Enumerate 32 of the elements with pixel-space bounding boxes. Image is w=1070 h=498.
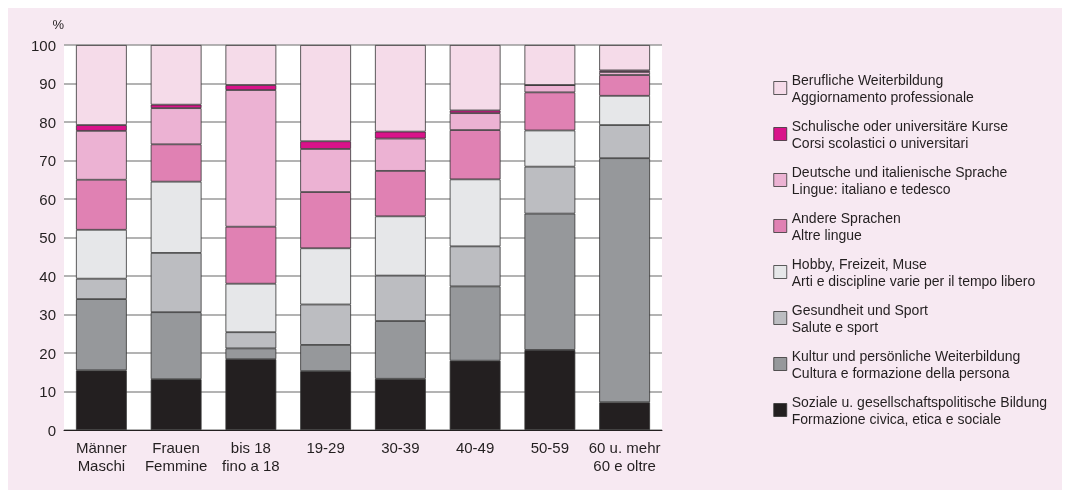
x-tick-label: 30-39 [381,438,420,456]
x-tick-label: 40-49 [455,438,495,456]
y-tick-label: 90 [39,75,56,92]
x-tick-label: 60 u. mehr 60 e oltre [588,438,661,474]
y-axis-title: % [52,17,65,32]
legend-label: Hobby, Freizeit, Muse Arti e discipline varie per il tempo libero [791,255,1036,289]
legend-label: Gesundheit und Sport Salute e sport [791,301,929,335]
bar [225,45,277,86]
x-tick-label: bis 18 fino a 18 [222,438,280,474]
legend-label: Soziale u. gesellschaftspolitische Bildung Formazione civica, etica e sociale [791,393,1047,427]
x-tick-label: Männer Maschi [75,438,127,474]
y-tick-label: 20 [39,344,56,362]
y-tick-label: 50 [39,229,56,246]
y-tick-label: 30 [39,306,56,323]
y-tick-label: 10 [39,383,56,400]
y-tick-label: 40 [39,267,56,285]
y-tick-label: 80 [39,113,56,131]
x-tick-label: 50-59 [530,438,570,456]
x-tick-label: Frauen Femmine [144,438,208,474]
y-tick-label: 100 [30,36,56,54]
y-tick-label: 0 [47,421,56,439]
legend-label: Kultur und persönliche Weiterbildung Cultura e formazione della persona [791,347,1021,381]
legend-label: Schulische oder universitäre Kurse Corsi scolastici o universitari [791,117,1009,151]
bar [150,45,202,105]
x-tick-label: 19-29 [306,438,345,456]
legend-label: Deutsche und italienische Sprache Lingue: italiano e tedesco [791,163,1008,197]
bar [449,45,501,111]
bar [599,45,651,71]
y-tick-label: 70 [39,152,56,169]
legend-label: Berufliche Weiterbildung Aggiornamento professionale [791,71,975,105]
y-tick-label: 60 [39,190,56,208]
legend-label: Andere Sprachen Altre lingue [791,209,901,243]
